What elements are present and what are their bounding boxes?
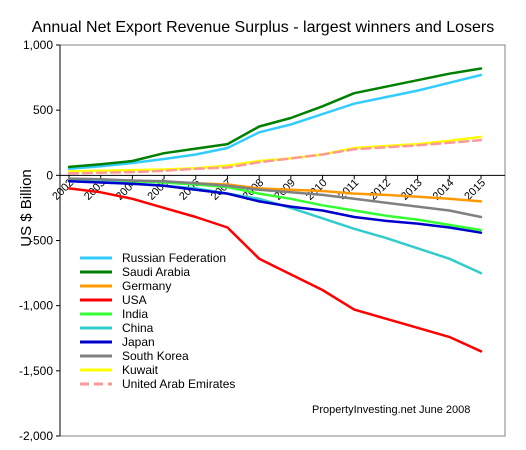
x-tick-label: 2015	[462, 177, 488, 203]
legend-label-saudi-arabia: Saudi Arabia	[122, 265, 190, 279]
y-tick-label: 0	[46, 168, 53, 182]
x-tick-label: 2007	[209, 177, 235, 203]
legend-label-germany: Germany	[122, 279, 171, 293]
legend-label-india: India	[122, 307, 148, 321]
series-line-south-korea	[67, 177, 483, 219]
legend-label-japan: Japan	[122, 335, 155, 349]
source-note: PropertyInvesting.net June 2008	[312, 404, 470, 416]
y-tick-label: -1,000	[19, 299, 53, 313]
legend-label-united-arab-emirates: United Arab Emirates	[122, 377, 235, 391]
legend-label-south-korea: South Korea	[122, 349, 189, 363]
y-tick-label: -500	[29, 234, 53, 248]
legend-label-russian-federation: Russian Federation	[122, 251, 226, 265]
y-tick-label: 1,000	[23, 38, 53, 52]
series-line-united-arab-emirates	[67, 138, 483, 175]
series-line-russian-federation	[67, 73, 483, 171]
series-line-japan	[67, 179, 483, 234]
series-line-saudi-arabia	[67, 67, 483, 169]
y-tick-label: -2,000	[19, 429, 53, 443]
series-line-kuwait	[67, 135, 483, 173]
x-tick-label: 2013	[399, 177, 425, 203]
legend-label-kuwait: Kuwait	[122, 363, 159, 377]
plot-lines	[67, 67, 483, 353]
legend-label-usa: USA	[122, 293, 147, 307]
y-axis-label: US $ Billion	[18, 169, 35, 247]
y-tick-label: -1,500	[19, 364, 53, 378]
series-line-usa	[67, 187, 483, 353]
x-tick-label: 2012	[367, 177, 393, 203]
legend-label-china: China	[122, 321, 154, 335]
chart-title: Annual Net Export Revenue Surplus - larg…	[32, 19, 494, 36]
y-tick-label: 500	[33, 103, 53, 117]
